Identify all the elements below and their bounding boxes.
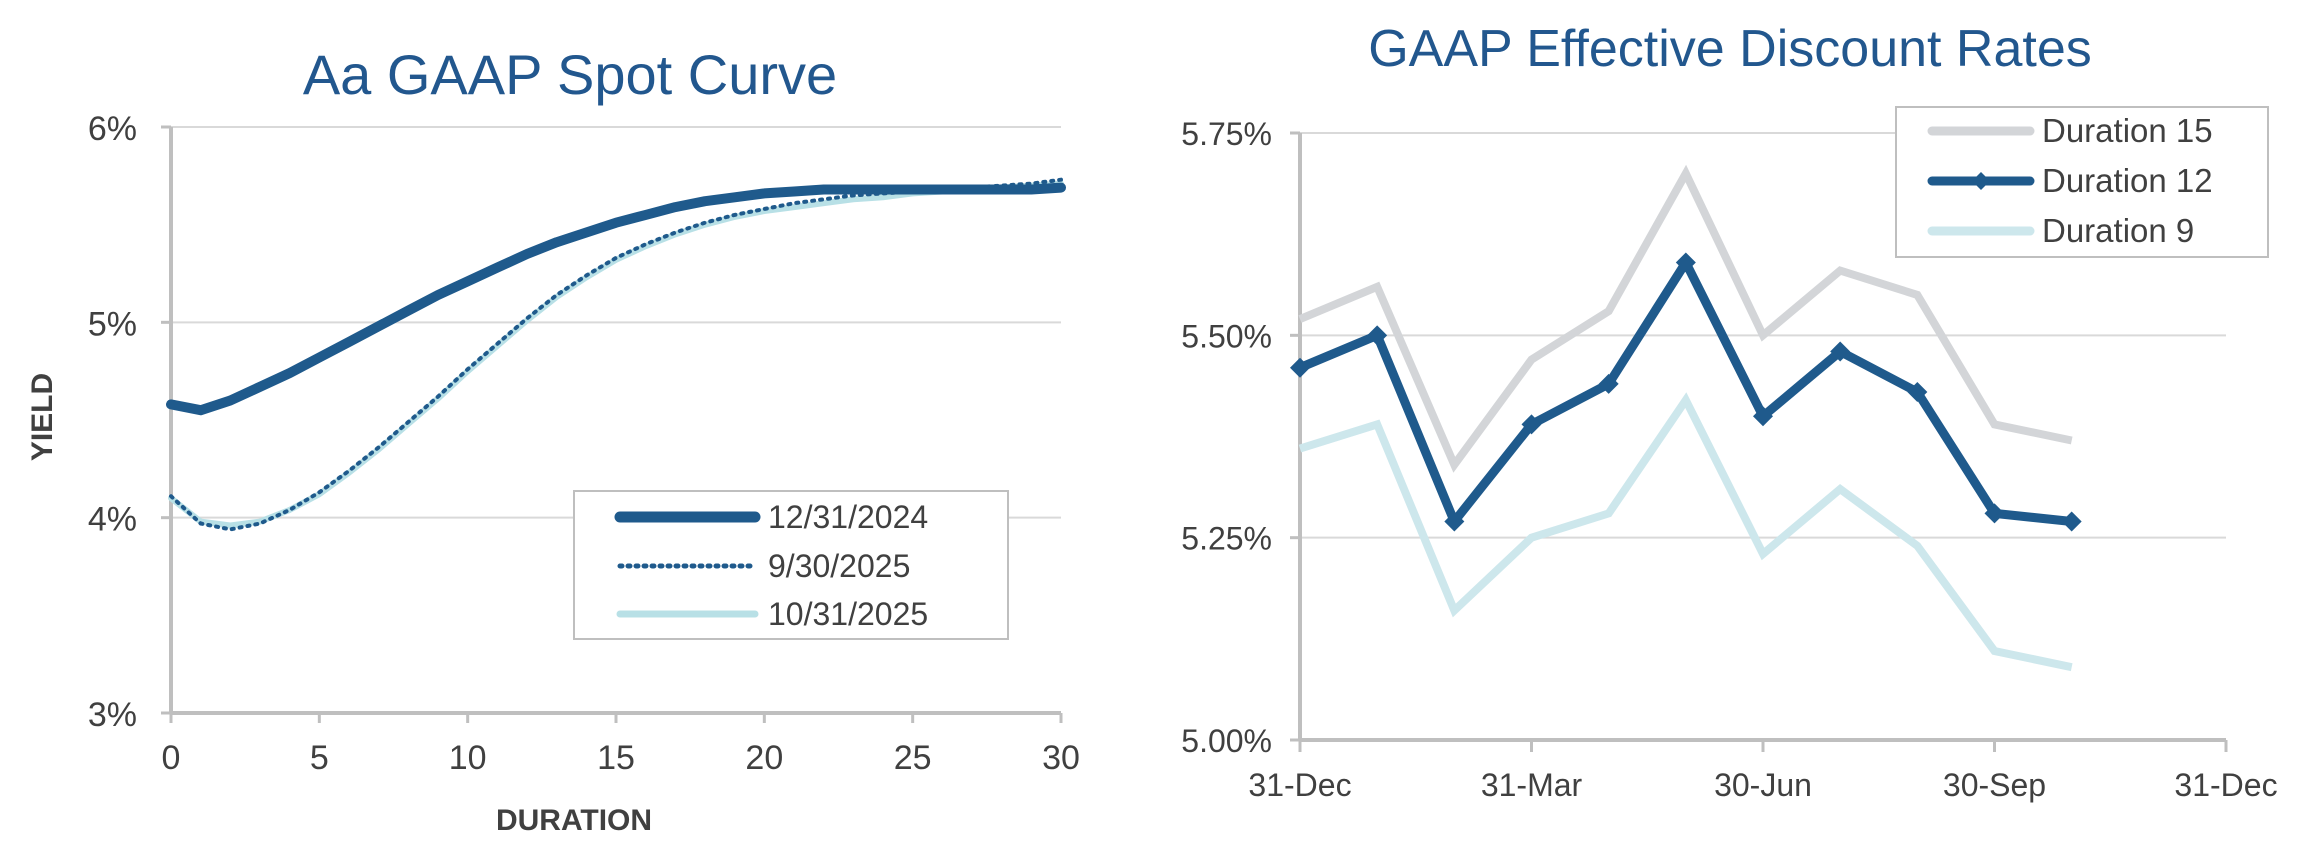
series-line-10-31-2025: [168, 180, 1064, 529]
data-point-duration-12: [1753, 406, 1773, 427]
discount-rates-chart: GAAP Effective Discount Rates 5.00% 5.25%…: [1181, 20, 2277, 803]
data-point-duration-12: [2061, 511, 2082, 532]
series-line-duration-15: [1298, 164, 2073, 473]
discount-rates-x-tick-label: 31-Dec: [2174, 767, 2277, 803]
discount-rates-legend: Duration 15 Duration 12 Duration 9: [1895, 106, 2269, 258]
spot-curve-x-tick-label: 30: [1042, 739, 1080, 777]
discount-rates-series: [1290, 164, 2082, 672]
legend-label-duration-15: Duration 15: [2042, 112, 2213, 149]
discount-rates-y-tick-label: 5.00%: [1181, 723, 1272, 759]
data-point-duration-12: [1984, 503, 2005, 524]
spot-curve-title: Aa GAAP Spot Curve: [303, 43, 837, 106]
data-point-duration-12: [1675, 252, 1696, 273]
spot-curve-legend: 12/31/2024 9/30/2025 10/31/2025: [573, 490, 1009, 640]
spot-curve-x-tick-label: 25: [894, 739, 932, 777]
data-point-duration-12: [1290, 357, 1310, 378]
spot-curve-x-tick-label: 0: [162, 739, 181, 777]
series-line-duration-12: [1298, 253, 2073, 531]
spot-curve-y-tick-label: 3%: [88, 696, 137, 734]
series-line-12-31-2024: [166, 182, 1066, 416]
legend-label-10-31-2025: 10/31/2025: [768, 596, 928, 632]
series-line-9-30-2025: [169, 177, 1063, 532]
spot-curve-x-tick-label: 10: [449, 739, 487, 777]
data-point-duration-12: [1444, 511, 1465, 532]
data-point-duration-12: [1907, 381, 1928, 402]
spot-curve-y-label: YIELD: [26, 373, 59, 461]
discount-rates-x-tick-label: 31-Mar: [1481, 767, 1583, 803]
legend-label-12-31-2024: 12/31/2024: [768, 499, 928, 535]
discount-rates-x-tick-label: 31-Dec: [1248, 767, 1351, 803]
legend-label-duration-12: Duration 12: [2042, 162, 2213, 199]
legend-marker-duration-12: [1972, 172, 1990, 190]
discount-rates-x-tick-label: 30-Jun: [1714, 767, 1812, 803]
spot-curve-y-ticks: 3% 4% 5% 6%: [88, 110, 171, 734]
spot-curve-x-tick-label: 5: [310, 739, 329, 777]
spot-curve-x-tick-label: 20: [745, 739, 783, 777]
spot-curve-y-tick-label: 6%: [88, 110, 137, 148]
discount-rates-y-ticks: 5.00% 5.25% 5.50% 5.75%: [1181, 116, 1300, 759]
spot-curve-x-label: DURATION: [496, 804, 652, 837]
spot-curve-y-tick-label: 5%: [88, 305, 137, 343]
discount-rates-x-ticks: 31-Dec 31-Mar 30-Jun 30-Sep 31-Dec: [1248, 740, 2278, 803]
discount-rates-title: GAAP Effective Discount Rates: [1368, 20, 2092, 78]
spot-curve-x-tick-label: 15: [597, 739, 635, 777]
legend-label-9-30-2025: 9/30/2025: [768, 548, 910, 584]
discount-rates-y-tick-label: 5.25%: [1181, 521, 1272, 557]
discount-rates-y-tick-label: 5.50%: [1181, 318, 1272, 354]
legend-label-duration-9: Duration 9: [2042, 212, 2194, 249]
data-point-duration-12: [1598, 373, 1619, 394]
data-point-duration-12: [1367, 325, 1388, 346]
discount-rates-x-tick-label: 30-Sep: [1943, 767, 2046, 803]
spot-curve-chart: Aa GAAP Spot Curve 3% 4% 5% 6% 0 5 10 15 20 25 30…: [26, 43, 1080, 837]
discount-rates-y-tick-label: 5.75%: [1181, 116, 1272, 152]
data-point-duration-12: [1830, 341, 1851, 362]
data-point-duration-12: [1521, 414, 1542, 435]
series-line-duration-9: [1298, 392, 2073, 672]
spot-curve-x-ticks: 0 5 10 15 20 25 30: [162, 713, 1080, 777]
spot-curve-series: [166, 177, 1066, 532]
spot-curve-y-tick-label: 4%: [88, 501, 137, 539]
